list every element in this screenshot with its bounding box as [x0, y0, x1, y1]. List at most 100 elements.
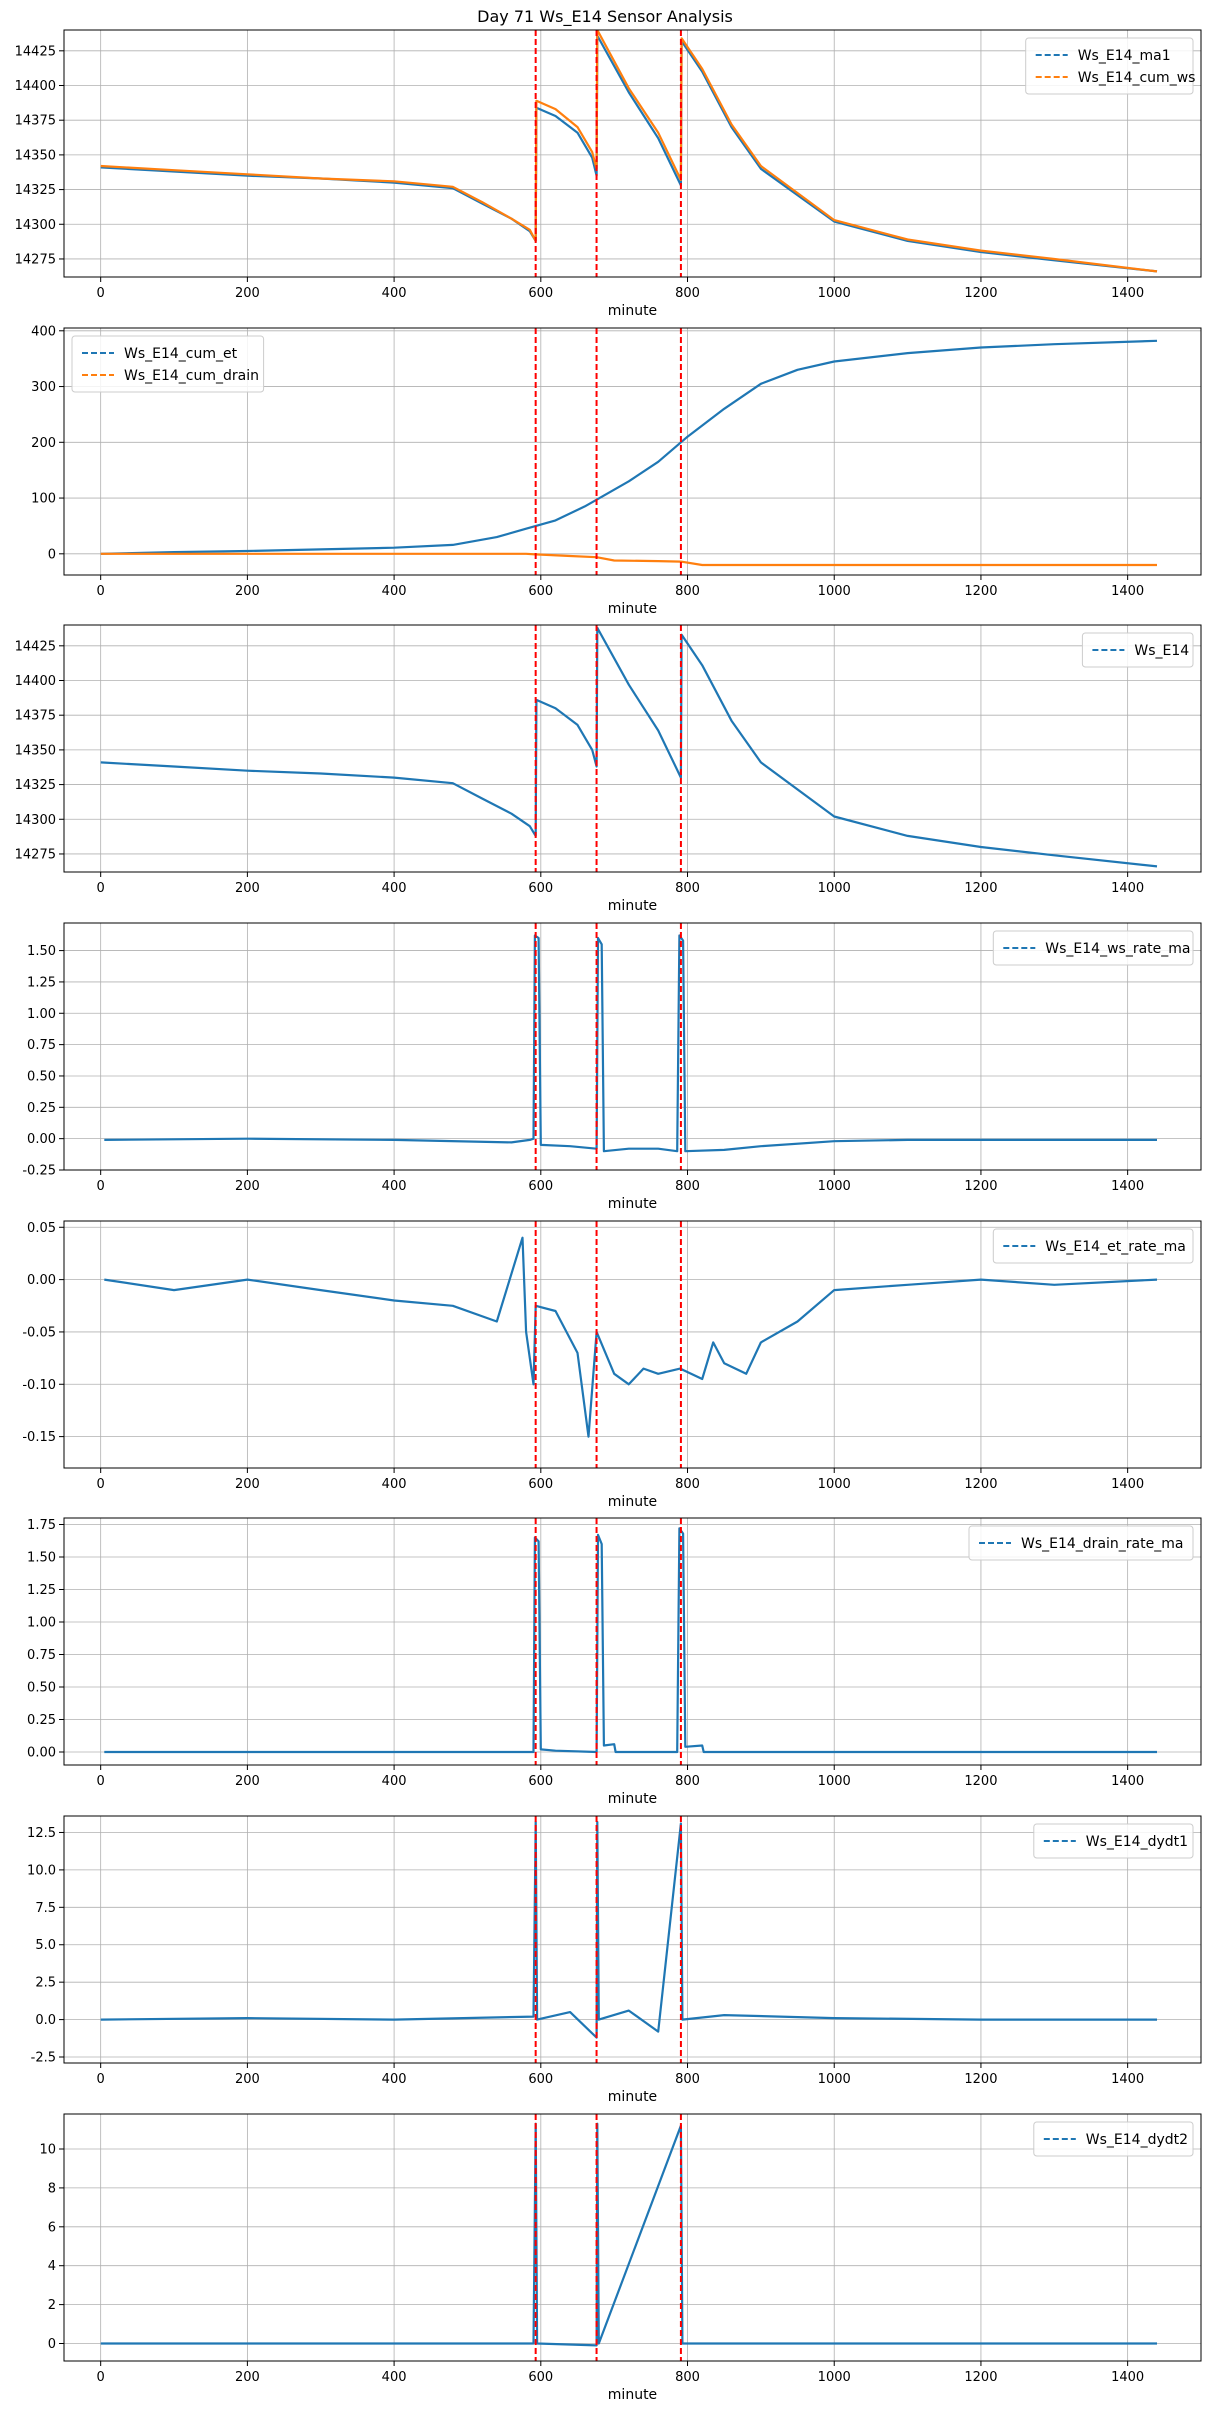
x-tick-label: 600	[528, 881, 553, 896]
x-axis-label: minute	[608, 303, 657, 319]
x-tick-label: 1200	[964, 286, 997, 301]
legend: Ws_E14_ma1 Ws_E14_cum_ws	[1025, 37, 1195, 95]
series-line-ws-e14-cum-drain	[100, 552, 1157, 567]
y-tick-label: 0.25	[27, 1713, 56, 1728]
x-tick-label: 400	[382, 2072, 407, 2087]
axes-frame	[63, 1220, 1202, 1469]
x-tick-label: 1400	[1111, 2072, 1144, 2087]
x-axis-label: minute	[608, 1196, 657, 1212]
legend-label: Ws_E14_drain_rate_ma	[1021, 1536, 1183, 1552]
panel-5: 0 200 400 600 800 1000 1200 1400 -0.15 -0.10 -0.05…	[22, 1220, 1202, 1510]
x-axis-label: minute	[608, 601, 657, 617]
y-tick-label: 12.5	[27, 1826, 56, 1841]
legend-box	[968, 1525, 1194, 1561]
plot-area	[100, 328, 1158, 575]
x-tick-label: 1000	[818, 1774, 851, 1789]
y-tick-label: 14325	[15, 778, 56, 793]
legend-label: Ws_E14_ws_rate_ma	[1045, 941, 1190, 957]
series-line-ws-e14-ma1	[100, 34, 1158, 273]
axes-frame	[63, 624, 1202, 873]
y-tick-label: 1.50	[27, 1551, 56, 1566]
y-tick-label: 5.0	[35, 1938, 56, 1953]
legend-box	[1033, 1823, 1194, 1859]
legend: Ws_E14_dydt2	[1033, 2121, 1194, 2157]
axes-frame	[63, 1815, 1202, 2064]
y-tick-label: 2.5	[35, 1976, 56, 1991]
y-tick-label: 0.75	[27, 1648, 56, 1663]
x-tick-label: 1200	[964, 2072, 997, 2087]
legend-label: Ws_E14_cum_et	[124, 346, 238, 362]
y-tick-label: -0.15	[22, 1430, 56, 1445]
x-tick-label: 1000	[818, 1179, 851, 1194]
y-tick-label: 0.50	[27, 1069, 56, 1084]
y-tick-label: 0.0	[35, 2013, 56, 2028]
y-tick-label: 14350	[15, 148, 56, 163]
x-tick-label: 1200	[964, 1179, 997, 1194]
x-tick-label: 1000	[818, 584, 851, 599]
series-line-ws-e14-et-rate-ma	[104, 1236, 1158, 1438]
series-line-ws-e14-cum-ws	[100, 30, 1158, 273]
y-tick-label: 0.00	[27, 1746, 56, 1761]
y-tick-label: 4	[48, 2259, 56, 2274]
y-tick-label: 7.5	[35, 1901, 56, 1916]
legend: Ws_E14_cum_et Ws_E14_cum_drain	[71, 335, 265, 393]
x-tick-label: 0	[97, 584, 105, 599]
y-tick-label: 2	[48, 2298, 56, 2313]
x-tick-label: 600	[528, 584, 553, 599]
x-tick-label: 1400	[1111, 286, 1144, 301]
legend-label: Ws_E14_dydt2	[1086, 2132, 1188, 2148]
x-tick-label: 600	[528, 2370, 553, 2385]
x-tick-label: 1200	[964, 1774, 997, 1789]
y-tick-label: 14425	[15, 44, 56, 59]
x-axis-label: minute	[608, 1494, 657, 1510]
x-tick-label: 400	[382, 881, 407, 896]
y-tick-label: 14300	[15, 813, 56, 828]
series-line-ws-e14	[100, 626, 1158, 868]
y-tick-label: -0.10	[22, 1378, 56, 1393]
x-tick-label: 1200	[964, 881, 997, 896]
legend-box	[992, 930, 1194, 966]
y-tick-label: 1.75	[27, 1518, 56, 1533]
y-tick-label: 14275	[15, 847, 56, 862]
y-tick-label: 6	[48, 2220, 56, 2235]
panel-7: 0 200 400 600 800 1000 1200 1400 -2.5 0.0 2.5 5.0 7.…	[27, 1815, 1202, 2105]
y-tick-label: 14350	[15, 743, 56, 758]
x-tick-label: 0	[97, 286, 105, 301]
legend-label: Ws_E14_et_rate_ma	[1045, 1239, 1186, 1255]
x-tick-label: 800	[675, 286, 700, 301]
x-tick-label: 800	[675, 2072, 700, 2087]
plot-area	[100, 2114, 1157, 2361]
legend: Ws_E14_ws_rate_ma	[992, 930, 1194, 966]
x-tick-label: 800	[675, 584, 700, 599]
plot-area	[100, 30, 1158, 277]
x-axis-label: minute	[608, 898, 657, 914]
x-tick-label: 400	[382, 2370, 407, 2385]
x-tick-label: 1000	[818, 1477, 851, 1492]
x-tick-label: 0	[97, 1477, 105, 1492]
x-tick-label: 800	[675, 1179, 700, 1194]
y-tick-label: 1.00	[27, 1007, 56, 1022]
legend: Ws_E14_dydt1	[1033, 1823, 1194, 1859]
y-tick-label: 0	[48, 2337, 56, 2352]
y-tick-label: 200	[31, 436, 56, 451]
y-tick-label: 0.05	[27, 1221, 56, 1236]
panel-6: 0 200 400 600 800 1000 1200 1400 0.00 0.25 0.50 0.7…	[27, 1517, 1202, 1807]
x-tick-label: 200	[235, 1774, 260, 1789]
x-tick-label: 600	[528, 1477, 553, 1492]
y-tick-label: 14400	[15, 674, 56, 689]
plot-area	[104, 923, 1157, 1170]
axes-frame	[63, 29, 1202, 278]
y-tick-label: 14300	[15, 218, 56, 233]
legend-label: Ws_E14	[1134, 643, 1189, 659]
axes-frame	[63, 922, 1202, 1171]
plot-area	[100, 1816, 1157, 2063]
x-tick-label: 1000	[818, 881, 851, 896]
y-tick-label: 14325	[15, 183, 56, 198]
x-tick-label: 200	[235, 1179, 260, 1194]
x-tick-label: 600	[528, 1774, 553, 1789]
y-tick-label: 0.75	[27, 1038, 56, 1053]
x-tick-label: 200	[235, 1477, 260, 1492]
y-tick-label: 14275	[15, 252, 56, 267]
axes-frame	[63, 327, 1202, 576]
